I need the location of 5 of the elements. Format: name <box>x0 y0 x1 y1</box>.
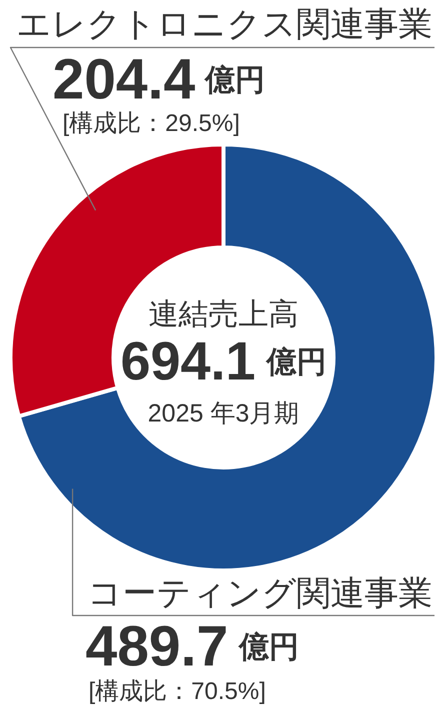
text: 連結売上高 <box>148 298 298 331</box>
slice-label: エレクトロニクス関連事業 <box>16 6 432 44</box>
slice-label: コーティング関連事業 <box>88 574 432 612</box>
text: 694.1 億円 <box>120 332 327 392</box>
text: 2025 年3月期 <box>148 400 300 428</box>
